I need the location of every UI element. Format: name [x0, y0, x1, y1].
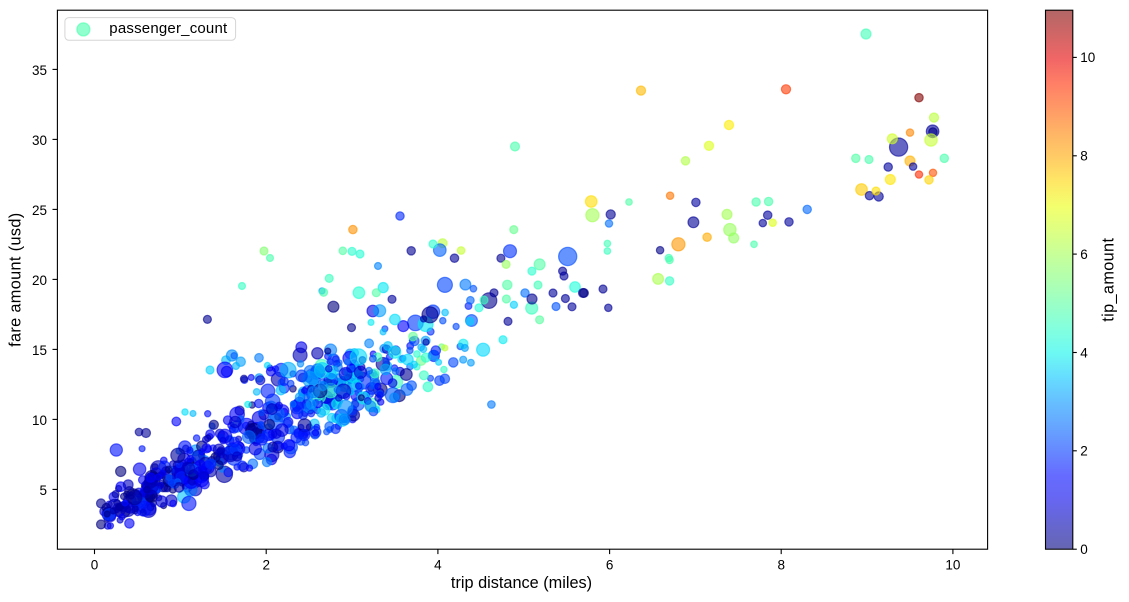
svg-text:25: 25: [32, 203, 47, 218]
svg-text:30: 30: [32, 133, 47, 148]
svg-text:5: 5: [39, 483, 47, 498]
svg-text:8: 8: [777, 557, 785, 572]
svg-text:20: 20: [32, 273, 47, 288]
svg-text:0: 0: [91, 557, 99, 572]
svg-text:trip distance (miles): trip distance (miles): [451, 574, 592, 592]
svg-text:2: 2: [262, 557, 270, 572]
svg-text:0: 0: [1080, 542, 1088, 557]
svg-text:10: 10: [945, 557, 960, 572]
svg-text:4: 4: [434, 557, 442, 572]
svg-text:35: 35: [32, 63, 47, 78]
svg-text:6: 6: [1080, 247, 1088, 262]
svg-text:10: 10: [32, 413, 47, 428]
svg-text:15: 15: [32, 343, 47, 358]
svg-text:passenger_count: passenger_count: [109, 20, 228, 37]
svg-text:tip_amount: tip_amount: [1100, 238, 1118, 322]
svg-text:10: 10: [1080, 50, 1095, 65]
svg-text:8: 8: [1080, 149, 1088, 164]
svg-text:fare amount (usd): fare amount (usd): [7, 212, 25, 346]
svg-text:6: 6: [606, 557, 614, 572]
svg-text:2: 2: [1080, 444, 1088, 459]
svg-text:4: 4: [1080, 345, 1088, 360]
